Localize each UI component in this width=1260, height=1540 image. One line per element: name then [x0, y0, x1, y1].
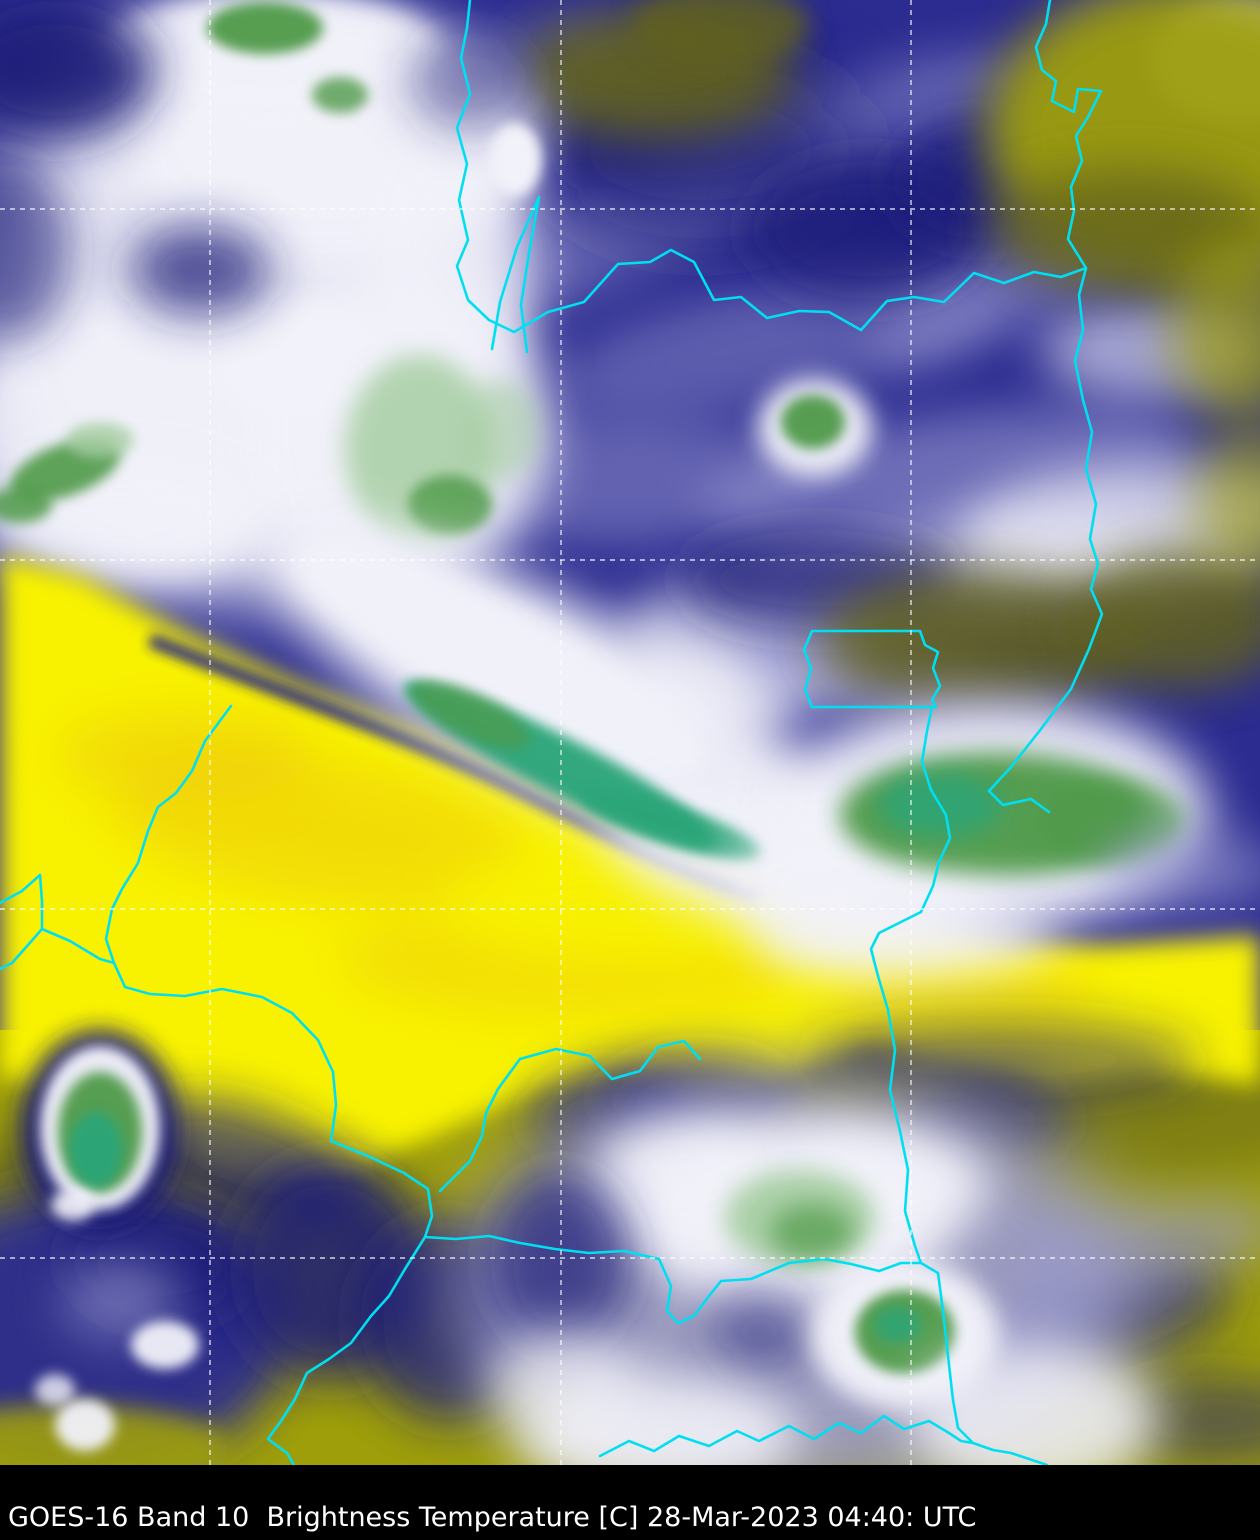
border-southwest-branch: [266, 1235, 427, 1465]
satellite-map: [0, 0, 1260, 1465]
west-storm-cell: [20, 1030, 180, 1230]
border-east-vertical: [987, 0, 1104, 814]
small-cold-cell: [757, 378, 873, 478]
border-arrow-wedge: [490, 195, 541, 354]
border-west-edge-shape: [0, 873, 116, 971]
border-mid-south-junction: [438, 1039, 702, 1193]
border-central-south: [869, 705, 1049, 1465]
caption-text: GOES-16 Band 10 Brightness Temperature […: [8, 1502, 977, 1534]
border-west-long: [104, 704, 922, 1325]
border-northwest-vertical-and-east: [455, 0, 1088, 334]
country-borders: [0, 0, 1104, 1465]
diagonal-cold-band: [147, 523, 896, 929]
border-rectangle-province: [802, 629, 942, 709]
south-convective-cluster: [460, 1080, 1260, 1465]
dry-olive-patches: [515, 0, 1260, 710]
graticule: [0, 0, 1260, 1465]
east-green-cloud-mass: [735, 700, 1260, 980]
northwest-cloud-mass: [0, 0, 550, 600]
caption-bar: GOES-16 Band 10 Brightness Temperature […: [0, 1465, 1260, 1540]
border-bottom-squiggle: [598, 1414, 975, 1458]
